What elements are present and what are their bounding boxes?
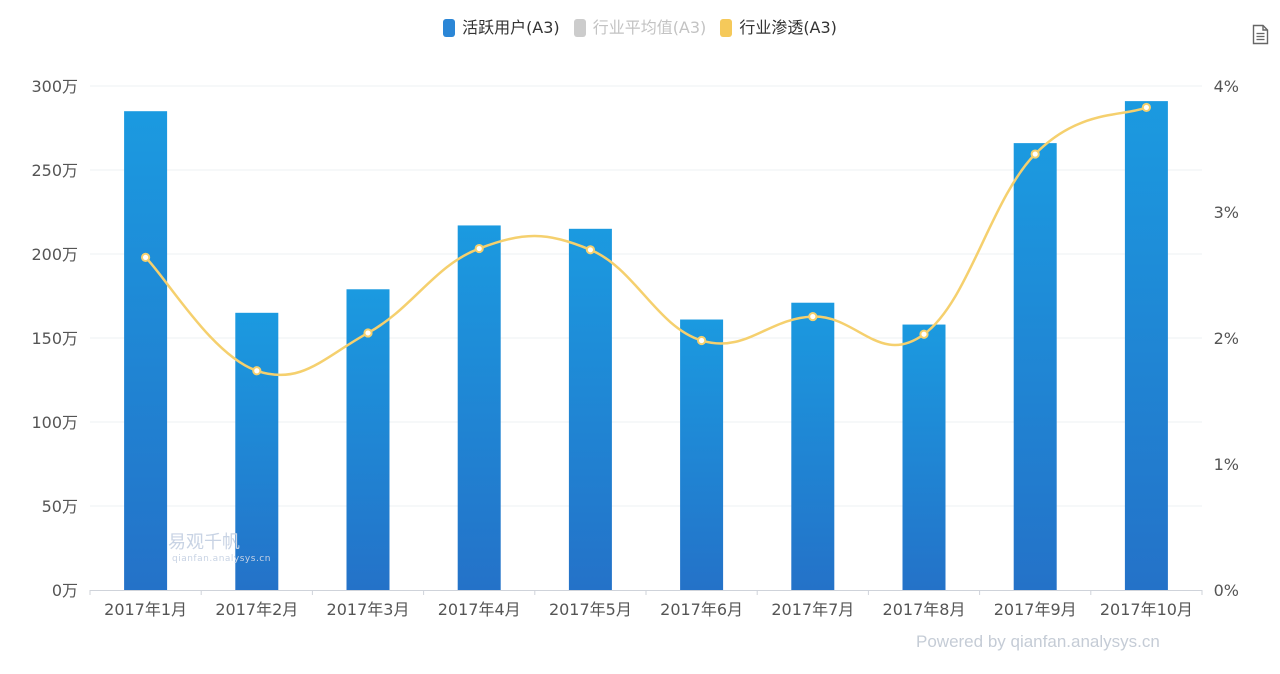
legend-label-industry-average: 行业平均值(A3) <box>592 18 707 37</box>
legend-swatch-industry-penetration <box>720 19 733 37</box>
x-tick-label: 2017年5月 <box>549 600 632 619</box>
bar <box>902 324 946 590</box>
y-left-tick-label: 300万 <box>31 77 78 96</box>
bar <box>568 228 612 591</box>
bar-series <box>124 101 1168 591</box>
x-tick-label: 2017年10月 <box>1100 600 1193 619</box>
legend-item-industry-penetration[interactable]: 行业渗透(A3) <box>720 18 837 38</box>
x-tick-label: 2017年2月 <box>215 600 298 619</box>
x-tick-label: 2017年6月 <box>660 600 743 619</box>
legend-item-industry-average[interactable]: 行业平均值(A3) <box>573 18 707 38</box>
line-point <box>808 311 818 322</box>
watermark-subtitle: qianfan.analysys.cn <box>172 554 271 564</box>
bar <box>124 111 168 590</box>
bar <box>1124 101 1168 591</box>
line-point <box>1030 149 1040 159</box>
bar <box>457 225 501 590</box>
data-view-icon[interactable] <box>1252 24 1269 45</box>
line-point <box>474 243 484 254</box>
legend-swatch-active-users <box>443 19 456 37</box>
legend-swatch-industry-average <box>573 19 586 37</box>
line-point <box>697 335 707 346</box>
x-tick-label: 2017年9月 <box>994 600 1077 619</box>
bar <box>680 319 724 590</box>
bar <box>346 289 390 590</box>
bar <box>1013 143 1057 590</box>
line-point <box>585 245 596 255</box>
line-point <box>363 328 373 338</box>
y-right-tick-label: 0% <box>1214 581 1239 600</box>
line-point <box>141 252 151 262</box>
y-right-tick-label: 3% <box>1214 203 1239 222</box>
y-left-tick-label: 250万 <box>31 161 78 180</box>
x-tick-label: 2017年8月 <box>883 600 966 619</box>
x-tick-label: 2017年4月 <box>438 600 521 619</box>
powered-by-text: Powered by qianfan.analysys.cn <box>916 632 1160 651</box>
bar <box>791 302 835 590</box>
legend-label-active-users: 活跃用户(A3) <box>462 18 560 37</box>
y-left-tick-label: 150万 <box>31 329 78 348</box>
watermark: 易观千帆 qianfan.analysys.cn <box>168 528 271 564</box>
axes: 0万 50万 100万 150万 200万 250万 300万 0% 1% 2% 3% 4% 2017年… <box>31 77 1239 619</box>
y-left-tick-label: 0万 <box>52 581 78 600</box>
legend-label-industry-penetration: 行业渗透(A3) <box>739 18 837 37</box>
line-point <box>252 366 262 376</box>
line-point <box>1141 102 1152 113</box>
penetration-line <box>144 106 1147 377</box>
line-point <box>919 329 929 339</box>
bar <box>235 312 279 590</box>
line-series <box>141 102 1152 377</box>
y-right-tick-label: 2% <box>1214 329 1239 348</box>
y-left-tick-label: 100万 <box>31 413 78 432</box>
y-left-tick-label: 200万 <box>31 245 78 264</box>
x-tick-label: 2017年1月 <box>104 600 187 619</box>
watermark-title: 易观千帆 <box>168 532 240 553</box>
chart-legend: 活跃用户(A3) 行业平均值(A3) 行业渗透(A3) <box>0 18 1280 38</box>
y-left-tick-label: 50万 <box>42 497 78 516</box>
x-tick-label: 2017年7月 <box>771 600 854 619</box>
legend-item-active-users[interactable]: 活跃用户(A3) <box>443 18 560 38</box>
y-right-tick-label: 4% <box>1214 77 1239 96</box>
y-right-tick-label: 1% <box>1214 455 1239 474</box>
x-tick-label: 2017年3月 <box>327 600 410 619</box>
